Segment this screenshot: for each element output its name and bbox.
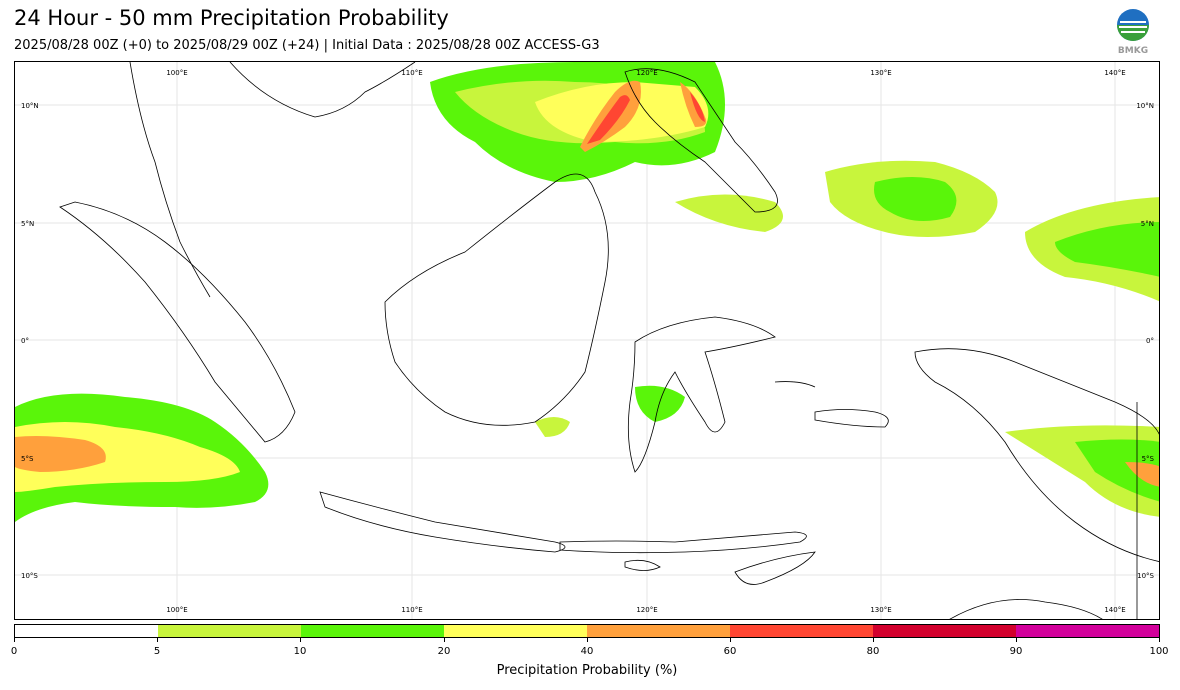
lat-label: 10°S: [21, 572, 38, 580]
chart-subtitle: 2025/08/28 00Z (+0) to 2025/08/29 00Z (+…: [14, 38, 600, 53]
coast-papua: [914, 348, 1159, 562]
field-north-red: [587, 92, 705, 144]
lon-label: 100°E: [166, 606, 187, 614]
colorbar-tick-label: 5: [153, 646, 161, 657]
coast-timor: [734, 551, 816, 585]
lat-label: 10°N: [1136, 102, 1154, 110]
field-papua-orange: [1125, 462, 1159, 487]
coast-maluku: [774, 381, 889, 428]
colorbar-segment: [587, 625, 730, 637]
coast-lesser-sunda: [559, 531, 807, 554]
field-sulawesi-green: [635, 385, 685, 422]
colorbar-tick-label: 40: [580, 646, 594, 657]
lon-label: 130°E: [870, 69, 891, 77]
field-north-orange: [580, 80, 707, 152]
colorbar-tick-label: 90: [1009, 646, 1023, 657]
field-east-green: [874, 177, 957, 221]
colorbar-label: Precipitation Probability (%): [496, 663, 678, 678]
colorbar-ticks: 0 5 10 20 40 60 80 90 100: [10, 638, 1169, 658]
lat-labels-left: 10°N 5°N 0° 5°S 10°S: [21, 102, 39, 580]
coast-sumba: [624, 559, 661, 571]
coast-australia: [949, 599, 1103, 619]
lon-label: 110°E: [401, 69, 422, 77]
lat-label: 5°S: [1142, 455, 1155, 463]
lat-labels-right: 10°N 5°N 0° 5°S 10°S: [1136, 102, 1154, 580]
lat-label: 10°S: [1137, 572, 1154, 580]
lon-label: 140°E: [1104, 69, 1125, 77]
colorbar-segment: [301, 625, 444, 637]
coast-sumatra: [59, 201, 296, 443]
field-java-lime: [535, 417, 570, 437]
lat-label: 0°: [1146, 337, 1154, 345]
colorbar-tick-label: 60: [723, 646, 737, 657]
lon-label: 120°E: [636, 69, 657, 77]
coast-kalimantan: [384, 173, 609, 426]
lat-label: 5°N: [1141, 220, 1154, 228]
coast-philippines: [624, 68, 778, 213]
colorbar: [14, 624, 1160, 638]
probability-fields: [15, 62, 1159, 522]
lon-labels-bottom: 100°E 110°E 120°E 130°E 140°E: [166, 606, 1125, 614]
field-far-east-green: [1055, 222, 1159, 277]
colorbar-tick-label: 80: [866, 646, 880, 657]
coast-java: [319, 491, 566, 553]
colorbar-segment: [15, 625, 158, 637]
colorbar-segment: [158, 625, 301, 637]
precipitation-map: 100°E 110°E 120°E 130°E 140°E 100°E 110°…: [14, 61, 1160, 620]
colorbar-tick-label: 0: [10, 646, 18, 657]
colorbar-segment: [444, 625, 587, 637]
colorbar-segment: [730, 625, 873, 637]
coast-indochina: [229, 62, 416, 118]
field-papua-green: [1075, 439, 1159, 502]
bmkg-logo-icon: BMKG: [1112, 8, 1154, 56]
lon-label: 100°E: [166, 69, 187, 77]
lat-label: 0°: [21, 337, 29, 345]
chart-title: 24 Hour - 50 mm Precipitation Probabilit…: [14, 6, 449, 30]
lat-label: 10°N: [21, 102, 39, 110]
coast-malay-peninsula: [129, 62, 211, 298]
lon-label: 120°E: [636, 606, 657, 614]
svg-text:BMKG: BMKG: [1118, 46, 1148, 56]
colorbar-tick-label: 10: [293, 646, 307, 657]
lon-label: 110°E: [401, 606, 422, 614]
field-west-orange: [15, 436, 106, 472]
lon-label: 140°E: [1104, 606, 1125, 614]
lat-label: 5°N: [21, 220, 34, 228]
lat-label: 5°S: [21, 455, 34, 463]
coast-sulawesi: [627, 316, 776, 473]
coastlines: [59, 62, 1159, 619]
field-mid-lime: [675, 194, 783, 232]
colorbar-tick-label: 100: [1149, 646, 1169, 657]
lon-labels-top: 100°E 110°E 120°E 130°E 140°E: [166, 69, 1125, 77]
colorbar-tick-label: 20: [437, 646, 451, 657]
colorbar-segment: [1016, 625, 1159, 637]
colorbar-segment: [873, 625, 1016, 637]
lon-label: 130°E: [870, 606, 891, 614]
